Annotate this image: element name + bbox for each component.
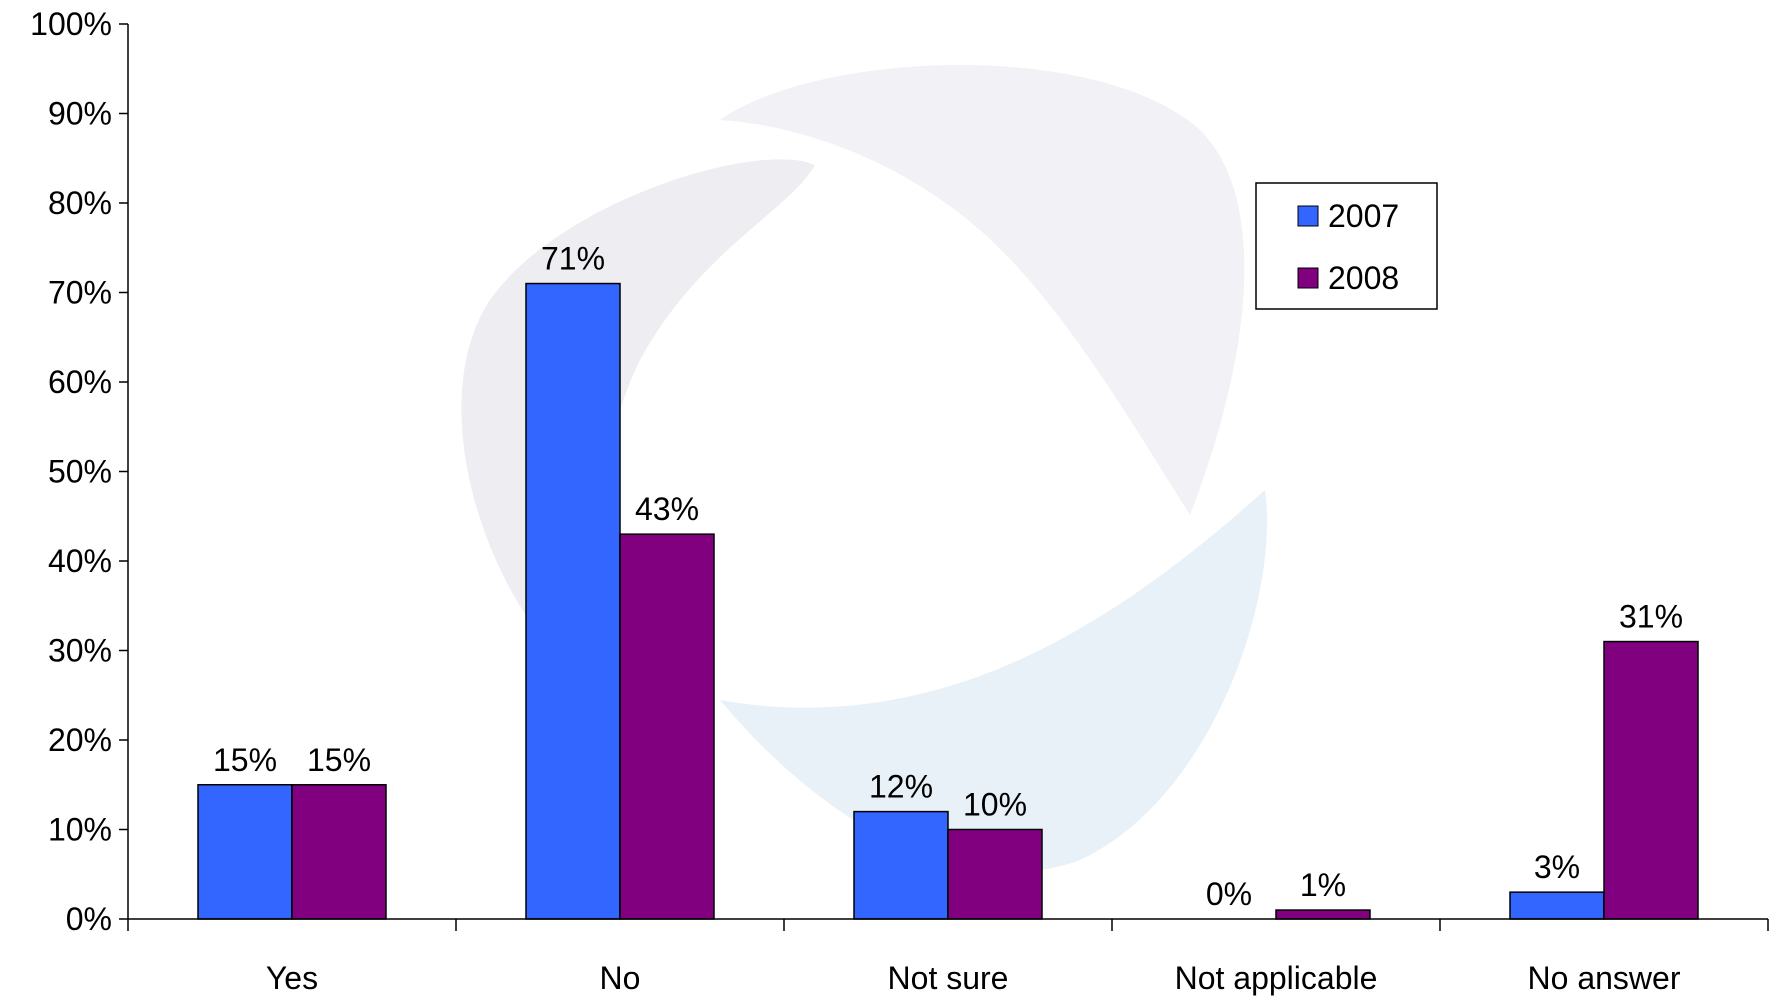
- y-tick-label: 50%: [48, 454, 112, 490]
- legend-swatch-2007: [1297, 205, 1319, 227]
- legend: 2007 2008: [1255, 182, 1438, 310]
- bar-2007: [853, 810, 949, 920]
- x-category-label: No answer: [1528, 960, 1681, 996]
- data-label-2007: 0%: [1206, 876, 1252, 912]
- data-labels: 15% 71% 12% 0% 3% 15% 43% 10% 1% 31%: [213, 241, 1683, 912]
- bar-2007: [1509, 891, 1605, 920]
- data-label-2008: 43%: [635, 491, 699, 527]
- y-tick-label: 60%: [48, 364, 112, 400]
- y-tick-label: 0%: [66, 901, 112, 937]
- bars: [197, 282, 1699, 920]
- legend-label-2008: 2008: [1328, 260, 1399, 296]
- bar-2008: [1275, 909, 1371, 920]
- bar-2008: [291, 784, 387, 920]
- y-tick-label: 40%: [48, 543, 112, 579]
- y-axis-ticks: 0% 10% 20% 30% 40% 50% 60% 70% 80% 90% 100%: [30, 6, 128, 937]
- data-label-2008: 31%: [1619, 599, 1683, 635]
- y-tick-label: 80%: [48, 185, 112, 221]
- legend-swatch-2008: [1297, 267, 1319, 289]
- data-label-2007: 71%: [541, 241, 605, 277]
- bar-2008: [619, 533, 715, 920]
- y-tick-label: 90%: [48, 96, 112, 132]
- data-label-2008: 10%: [963, 787, 1027, 823]
- legend-label-2007: 2007: [1328, 198, 1399, 234]
- bar-2007: [525, 282, 621, 920]
- bar-2007: [197, 784, 293, 920]
- x-category-label: Not sure: [888, 960, 1009, 996]
- data-label-2007: 3%: [1534, 849, 1580, 885]
- x-axis-categories: Yes No Not sure Not applicable No answer: [127, 919, 1769, 996]
- x-category-label: Yes: [266, 960, 318, 996]
- bar-2008: [947, 828, 1043, 920]
- bar-2008: [1603, 640, 1699, 920]
- y-tick-label: 100%: [30, 6, 112, 42]
- watermark-swirl-top: [720, 65, 1245, 515]
- x-category-label: No: [600, 960, 641, 996]
- y-tick-label: 70%: [48, 275, 112, 311]
- y-tick-label: 10%: [48, 812, 112, 848]
- watermark-swirl-bottom: [720, 490, 1268, 873]
- y-tick-label: 30%: [48, 633, 112, 669]
- data-label-2008: 15%: [307, 742, 371, 778]
- data-label-2008: 1%: [1300, 867, 1346, 903]
- data-label-2007: 12%: [869, 769, 933, 805]
- x-category-label: Not applicable: [1175, 960, 1378, 996]
- data-label-2007: 15%: [213, 742, 277, 778]
- legend-box: [1255, 182, 1438, 310]
- y-tick-label: 20%: [48, 722, 112, 758]
